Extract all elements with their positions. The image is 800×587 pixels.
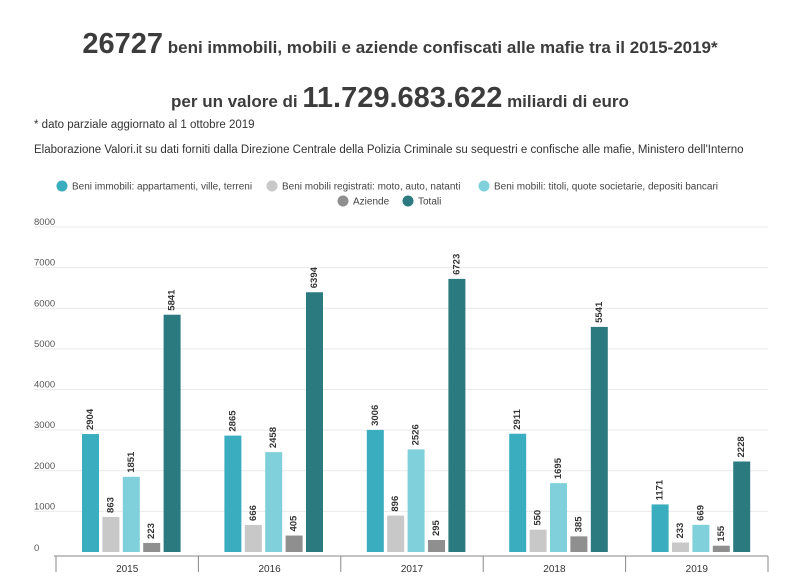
data-label: 550 (533, 510, 544, 526)
bar (529, 529, 547, 552)
bar (448, 278, 466, 552)
data-label: 1171 (655, 479, 666, 500)
legend-marker (266, 180, 278, 192)
data-label: 1695 (553, 457, 564, 479)
title-total-count: 26727 (82, 28, 164, 60)
bar (265, 452, 283, 552)
y-tick-label: 0 (34, 543, 39, 554)
data-label: 155 (716, 525, 727, 542)
bar (366, 429, 384, 552)
x-tick-label: 2015 (116, 564, 139, 575)
bar (306, 292, 323, 552)
source-note: Elaborazione Valori.it su dati forniti d… (34, 144, 744, 156)
bar (407, 449, 425, 552)
legend-label: Beni immobili: appartamenti, ville, terr… (72, 182, 252, 193)
data-label: 1851 (126, 451, 137, 473)
bar (244, 524, 262, 552)
bar (122, 476, 140, 552)
data-label: 2228 (736, 436, 747, 457)
legend-label: Aziende (353, 197, 390, 208)
data-label: 385 (573, 516, 584, 533)
data-label: 6723 (451, 254, 462, 275)
partial-data-note: * dato parziale aggiornato al 1 ottobre … (34, 119, 255, 131)
bar (692, 524, 710, 552)
bar (224, 435, 242, 552)
data-label: 5541 (594, 301, 605, 323)
bar (82, 434, 99, 552)
y-tick-label: 2000 (34, 461, 55, 472)
data-label: 2904 (85, 408, 96, 430)
title-text: beni immobili, mobili e aziende confisca… (163, 38, 718, 57)
subtitle-prefix: per un valore di (171, 92, 303, 111)
data-label: 2911 (512, 408, 523, 429)
bar (428, 540, 445, 552)
legend-label: Totali (418, 197, 441, 208)
legend-marker (56, 180, 68, 192)
bar (733, 461, 751, 552)
y-tick-label: 5000 (34, 339, 55, 350)
y-tick-label: 6000 (34, 298, 55, 309)
x-tick-label: 2016 (258, 564, 281, 575)
bar (143, 542, 161, 552)
x-tick-label: 2017 (401, 564, 424, 575)
data-label: 5841 (167, 289, 178, 311)
data-label: 2458 (268, 427, 279, 448)
y-tick-label: 8000 (34, 217, 55, 228)
data-label: 896 (390, 496, 401, 512)
bar (387, 515, 405, 552)
bar (550, 483, 567, 552)
data-label: 2865 (227, 410, 238, 432)
y-tick-label: 4000 (34, 380, 55, 391)
x-tick-label: 2019 (686, 564, 709, 575)
bar (651, 504, 669, 552)
subtitle-suffix: miliardi di euro (502, 92, 629, 111)
bar (570, 536, 588, 552)
bar (102, 516, 120, 552)
bar (590, 326, 608, 552)
subtitle-amount: 11.729.683.622 (302, 82, 503, 114)
data-label: 666 (248, 505, 259, 521)
x-tick-label: 2018 (543, 564, 566, 575)
data-label: 863 (105, 497, 116, 513)
data-label: 669 (695, 505, 706, 521)
data-label: 3006 (370, 405, 381, 426)
data-label: 223 (146, 523, 157, 539)
y-tick-label: 7000 (34, 258, 55, 269)
legend-marker (337, 195, 349, 207)
bar (163, 314, 181, 552)
legend-marker (402, 195, 414, 207)
y-tick-label: 3000 (34, 420, 55, 431)
bar (712, 545, 730, 552)
bars: 2904 863 1851 223 5841 2865 666 2458 405 6394 3006… (82, 254, 751, 552)
data-label: 295 (431, 519, 442, 536)
data-label: 233 (675, 523, 686, 539)
x-axis: 2015 2016 2017 2018 2019 (54, 555, 769, 575)
y-tick-label: 1000 (34, 501, 55, 512)
bar (672, 542, 689, 552)
bar (285, 535, 303, 552)
data-label: 2526 (411, 424, 422, 445)
y-axis: 0 1000 2000 3000 4000 5000 6000 7000 8000 (34, 217, 768, 554)
legend-label: Beni mobili registrati: moto, auto, nata… (282, 182, 460, 193)
chart-title: 26727 beni immobili, mobili e aziende co… (0, 28, 800, 61)
legend-marker (478, 180, 490, 192)
legend: Beni immobili: appartamenti, ville, terr… (56, 180, 718, 208)
chart-subtitle: per un valore di 11.729.683.622 miliardi… (0, 82, 800, 115)
data-label: 405 (289, 515, 300, 532)
bar (509, 433, 527, 552)
data-label: 6394 (309, 266, 320, 288)
legend-label: Beni mobili: titoli, quote societarie, d… (494, 182, 718, 193)
